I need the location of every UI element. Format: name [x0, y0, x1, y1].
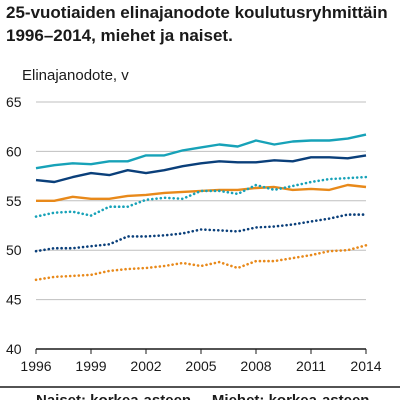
x-tick-labels: 1996 1999 2002 2005 2008 2011 2014 [20, 349, 382, 374]
x-tick-label: 1999 [75, 358, 106, 374]
x-tick-label: 1996 [20, 358, 51, 374]
gridlines [36, 101, 366, 350]
y-tick-label: 50 [6, 242, 22, 258]
series-line-6 [34, 244, 368, 282]
series-lines [34, 133, 368, 282]
x-tick-label: 2005 [185, 358, 216, 374]
chart-title-line-2: 1996–2014, miehet ja naiset. [6, 26, 233, 45]
series-line-4 [34, 175, 368, 218]
y-axis-label: Elinajanodote, v [22, 67, 129, 84]
legend-text: Naiset: korkea-asteen ... Miehet: korkea… [36, 392, 369, 400]
x-tick-label: 2008 [240, 358, 271, 374]
x-tick-label: 2014 [350, 358, 381, 374]
series-line-1 [35, 133, 367, 170]
y-tick-label: 40 [6, 341, 22, 357]
y-tick-labels: 40 45 50 55 60 65 [6, 94, 22, 357]
y-tick-label: 45 [6, 292, 22, 308]
y-tick-label: 65 [6, 94, 22, 110]
x-tick-label: 2011 [296, 358, 326, 374]
chart-title-line-1: 25-vuotiaiden elinajanodote koulutusryhm… [6, 3, 388, 22]
series-line-5 [34, 213, 368, 253]
x-tick-label: 2002 [130, 358, 161, 374]
y-tick-label: 55 [6, 193, 22, 209]
y-tick-label: 60 [6, 143, 22, 159]
series-line-2 [35, 154, 367, 184]
series-line-3 [36, 183, 367, 203]
